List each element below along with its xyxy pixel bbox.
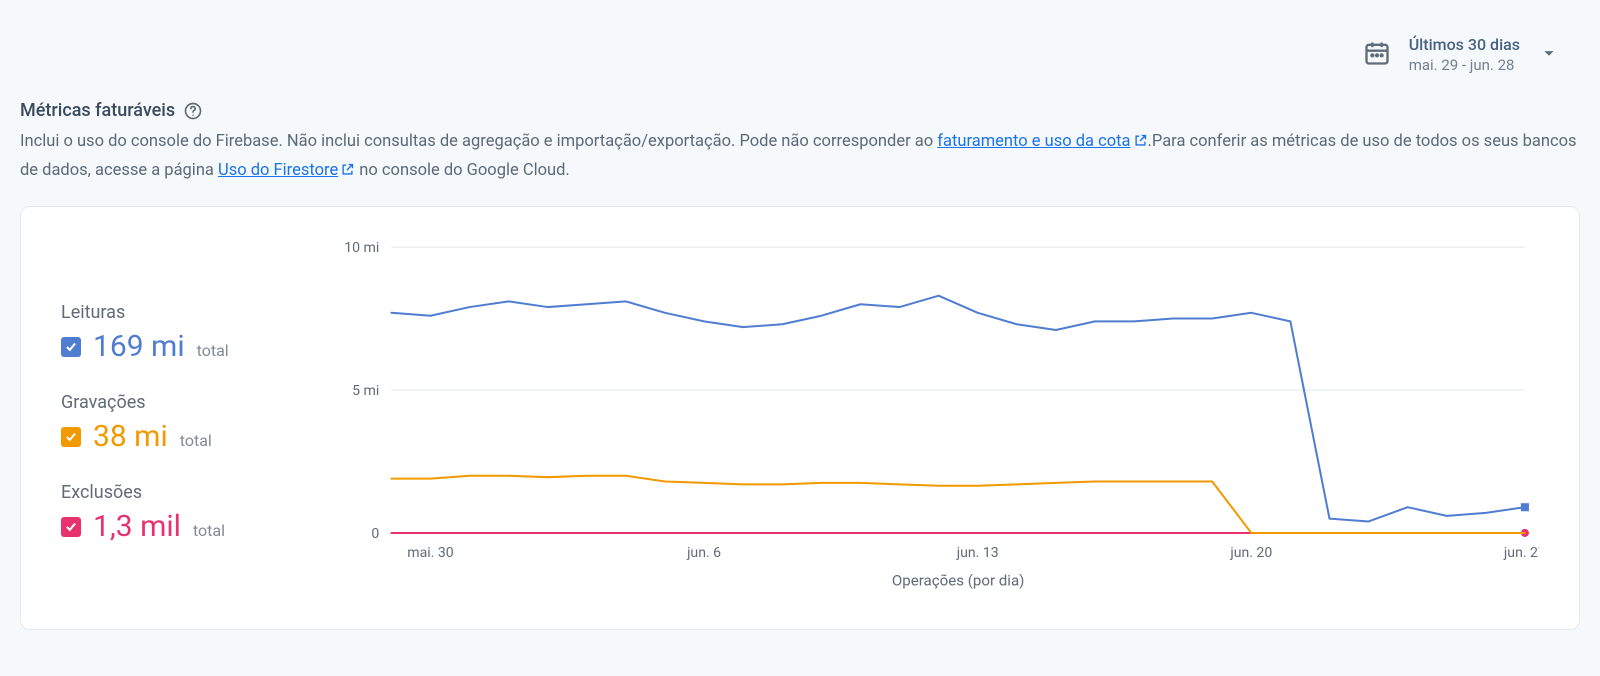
calendar-icon [1363,39,1391,71]
legend-checkbox-writes[interactable] [61,427,81,447]
date-range-subtitle: mai. 29 - jun. 28 [1409,56,1520,76]
legend-label-writes: Gravações [61,392,291,413]
firestore-usage-link[interactable]: Uso do Firestore [218,161,355,180]
svg-text:jun. 27: jun. 27 [1503,545,1539,561]
desc-text-3: no console do Google Cloud. [355,161,570,180]
legend-value-writes: 38 mi [93,419,168,454]
svg-text:5 mi: 5 mi [352,383,379,399]
billing-quota-link[interactable]: faturamento e uso da cota [937,132,1147,151]
legend-checkbox-deletes[interactable] [61,517,81,537]
legend-item-deletes: Exclusões 1,3 mil total [61,482,291,544]
legend-suffix-deletes: total [193,521,225,540]
date-range-picker[interactable]: Últimos 30 dias mai. 29 - jun. 28 [20,0,1580,100]
metrics-card: Leituras 169 mi total Gravações 38 mi to [20,206,1580,630]
chevron-down-icon [1538,42,1560,68]
legend-suffix-writes: total [180,431,212,450]
external-link-icon [340,160,355,186]
svg-text:10 mi: 10 mi [344,240,379,256]
svg-text:jun. 13: jun. 13 [956,545,999,561]
usage-chart: 0 5 mi 10 mi mai. 30 jun. 6 jun. 13 jun. 20 jun… [331,237,1539,599]
svg-text:mai. 30: mai. 30 [407,545,454,561]
legend-item-writes: Gravações 38 mi total [61,392,291,454]
desc-text-1: Inclui o uso do console do Firebase. Não… [20,132,937,151]
legend-checkbox-reads[interactable] [61,337,81,357]
date-range-title: Últimos 30 dias [1409,35,1520,56]
svg-text:jun. 20: jun. 20 [1229,545,1272,561]
legend-label-reads: Leituras [61,302,291,323]
section-description: Inclui o uso do console do Firebase. Não… [20,129,1580,186]
help-icon[interactable] [183,101,203,121]
legend-value-reads: 169 mi [93,329,185,364]
external-link-icon [1133,131,1148,157]
legend-suffix-reads: total [197,341,229,360]
legend-column: Leituras 169 mi total Gravações 38 mi to [61,237,291,599]
section-title: Métricas faturáveis [20,100,175,121]
svg-text:Operações (por dia): Operações (por dia) [892,571,1025,589]
svg-text:jun. 6: jun. 6 [686,545,721,561]
legend-item-reads: Leituras 169 mi total [61,302,291,364]
legend-label-deletes: Exclusões [61,482,291,503]
svg-text:0: 0 [371,526,379,542]
legend-value-deletes: 1,3 mil [93,509,181,544]
